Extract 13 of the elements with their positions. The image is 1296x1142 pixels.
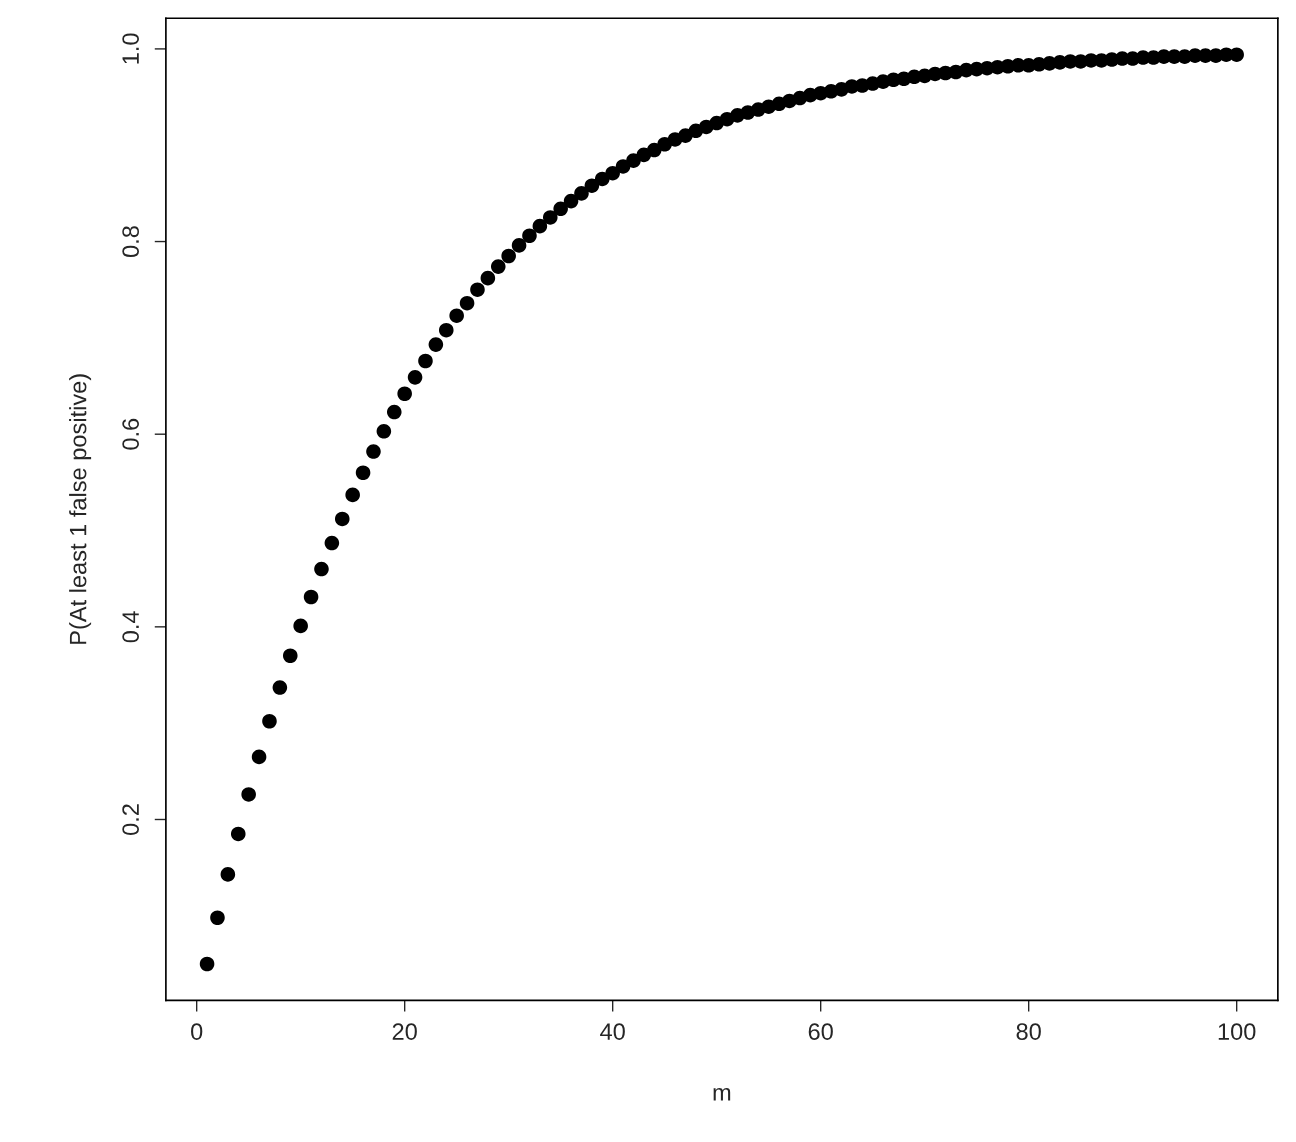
- y-tick-label: 0.8: [122, 226, 139, 258]
- x-tick-label: 0: [191, 1023, 203, 1040]
- x-axis-title: m: [713, 1087, 731, 1101]
- x-tick-label: 60: [808, 1023, 833, 1040]
- x-tick-label: 40: [600, 1023, 625, 1040]
- x-tick-label: 20: [392, 1023, 417, 1040]
- y-axis-title: P(At least 1 false positive): [69, 374, 92, 644]
- y-tick-label: 1.0: [122, 33, 139, 64]
- x-tick-label: 80: [1016, 1023, 1041, 1040]
- y-tick-label: 0.4: [122, 611, 139, 643]
- y-tick-label: 0.6: [122, 418, 139, 450]
- x-tick-label: 100: [1218, 1023, 1256, 1040]
- y-tick-label: 0.2: [122, 804, 139, 835]
